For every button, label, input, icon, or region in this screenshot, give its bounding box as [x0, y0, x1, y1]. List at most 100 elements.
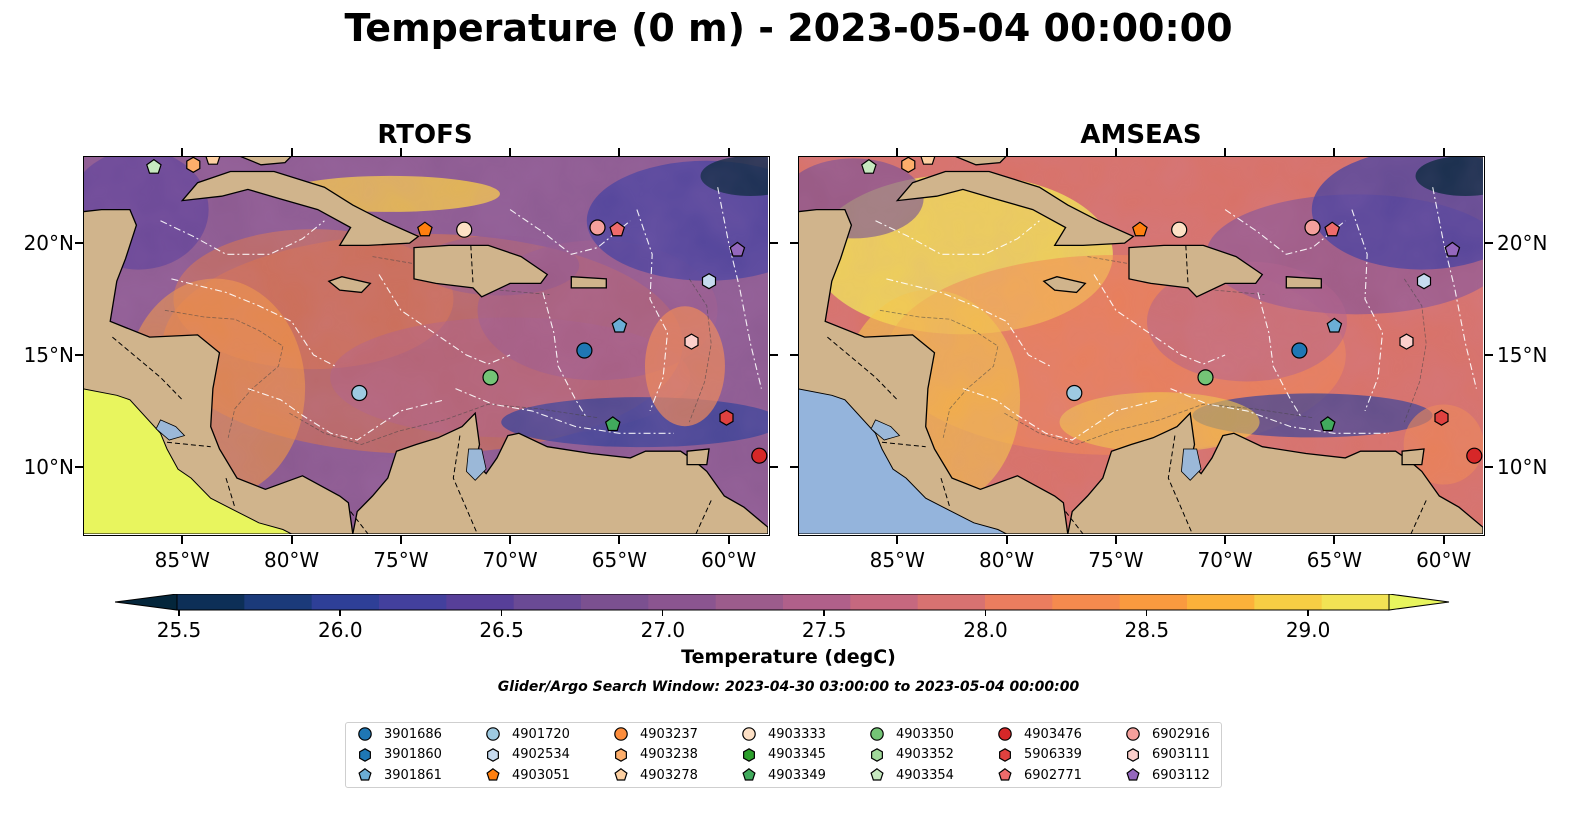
legend-label: 4903345 [768, 747, 826, 762]
colorbar-segment [1321, 594, 1390, 610]
hexagon-marker-icon [487, 747, 499, 762]
lon-tick-rtofs [399, 536, 402, 544]
lon-label-rtofs: 70°W [482, 548, 538, 572]
circle-marker-icon [1126, 727, 1140, 741]
legend-item: 6903111 [1124, 746, 1210, 764]
colorbar-tick [178, 610, 180, 616]
observation-4903238-amseas [901, 157, 916, 173]
legend-item: 6902916 [1124, 725, 1210, 743]
legend-item: 4903051 [484, 766, 570, 784]
lon-label-rtofs: 80°W [263, 548, 320, 572]
lon-tick-top-amseas [896, 148, 899, 156]
lat-tick-right-rtofs [770, 465, 778, 468]
circle-marker-icon [870, 727, 884, 741]
legend-label: 6902771 [1024, 767, 1082, 783]
legend-label: 6903111 [1152, 747, 1210, 762]
lon-tick-top-rtofs [399, 148, 402, 156]
colorbar-tick [984, 610, 986, 616]
colorbar-tick [661, 610, 664, 616]
observation-6903111-amseas [1399, 333, 1414, 350]
circle-marker-icon [358, 727, 372, 741]
search-window-text: Glider/Argo Search Window: 2023-04-30 03… [497, 679, 1080, 695]
colorbar-segment [715, 594, 784, 610]
lon-tick-top-rtofs [181, 148, 184, 156]
sst-map-amseas [799, 157, 1483, 534]
circle-marker-icon [614, 727, 628, 741]
legend-item: 3901860 [356, 746, 442, 764]
legend-item: 4903333 [740, 725, 826, 743]
colorbar-segment [581, 594, 649, 610]
legend-label: 4903238 [640, 747, 698, 762]
lon-tick-amseas [1005, 536, 1008, 544]
colorbar-segment [783, 594, 851, 610]
lon-tick-top-rtofs [618, 148, 621, 156]
observation-4902534-amseas [1416, 273, 1432, 290]
lat-tick-amseas [790, 242, 798, 245]
lat-tick-amseas [790, 354, 798, 356]
colorbar-tick-label: 26.0 [318, 618, 363, 642]
lon-tick-top-amseas [1333, 148, 1336, 156]
colorbar-tick-label: 27.5 [801, 618, 847, 642]
legend-label: 6903112 [1152, 767, 1210, 783]
observation-4903333-amseas [1171, 221, 1188, 238]
observation-4903238-rtofs [186, 157, 201, 173]
colorbar-segment [379, 594, 447, 610]
lon-tick-amseas [1333, 536, 1336, 544]
pentagon-marker-icon [614, 768, 628, 781]
legend-item: 3901686 [356, 725, 442, 743]
figure-title: Temperature (0 m) - 2023-05-04 00:00:00 [344, 6, 1233, 50]
lat-tick-right-rtofs [770, 354, 778, 356]
legend-item: 4903237 [612, 725, 698, 743]
observation-5906339-rtofs [719, 409, 734, 426]
observation-4903051-rtofs [417, 221, 433, 237]
colorbar-tick-label: 29.0 [1285, 618, 1331, 642]
legend-label: 4903237 [640, 726, 698, 742]
observation-4901720-amseas [1066, 384, 1083, 402]
legend-label: 3901861 [384, 767, 442, 783]
colorbar-segment [513, 594, 582, 610]
lat-tick-right-amseas [1485, 354, 1493, 356]
lat-label-right: 15°N [1497, 343, 1548, 367]
observation-4903354-rtofs [146, 158, 162, 174]
colorbar-tick-label: 28.0 [963, 618, 1008, 642]
lon-tick-rtofs [618, 536, 621, 544]
lon-tick-top-amseas [1114, 148, 1117, 156]
observation-6902916-rtofs [589, 219, 606, 236]
legend-item: 4901720 [484, 725, 570, 743]
panel-title-amseas: AMSEAS [1080, 120, 1202, 150]
colorbar-segment [177, 594, 245, 610]
lon-label-amseas: 80°W [978, 548, 1035, 572]
lon-label-amseas: 75°W [1088, 548, 1144, 572]
pentagon-marker-icon [358, 768, 372, 781]
observation-4903349-amseas [1319, 416, 1336, 432]
lat-label-left: 10°N [23, 454, 74, 479]
lon-tick-amseas [1442, 536, 1445, 544]
colorbar-segment [850, 594, 919, 610]
legend-label: 4903051 [512, 767, 570, 783]
lon-label-amseas: 65°W [1306, 548, 1362, 572]
colorbar-segment [244, 594, 313, 610]
map-panel-amseas [798, 156, 1485, 536]
colorbar-tick-label: 25.5 [156, 618, 202, 642]
legend-item: 4903476 [996, 725, 1082, 743]
colorbar-segment [1052, 594, 1121, 610]
observation-4903350-amseas [1197, 369, 1214, 386]
legend-item: 4903278 [612, 766, 698, 784]
legend-item: 6903112 [1124, 766, 1210, 784]
legend-label: 4903352 [896, 747, 954, 762]
observation-6903112-rtofs [729, 241, 746, 257]
pentagon-marker-icon [486, 768, 500, 781]
colorbar-segment [985, 594, 1053, 610]
lon-label-rtofs: 65°W [591, 548, 647, 572]
legend-label: 3901686 [384, 726, 442, 742]
lat-tick-rtofs [75, 242, 83, 245]
legend-label: 4902534 [512, 747, 570, 762]
observation-3901686-amseas [1291, 342, 1308, 359]
colorbar-segment [917, 594, 986, 610]
panel-title-rtofs: RTOFS [377, 120, 473, 150]
legend-label: 4903333 [768, 726, 826, 742]
observation-4903278-rtofs [205, 157, 221, 165]
circle-marker-icon [998, 727, 1012, 741]
lon-label-amseas: 60°W [1416, 548, 1472, 572]
observation-3901861-rtofs [611, 317, 628, 333]
